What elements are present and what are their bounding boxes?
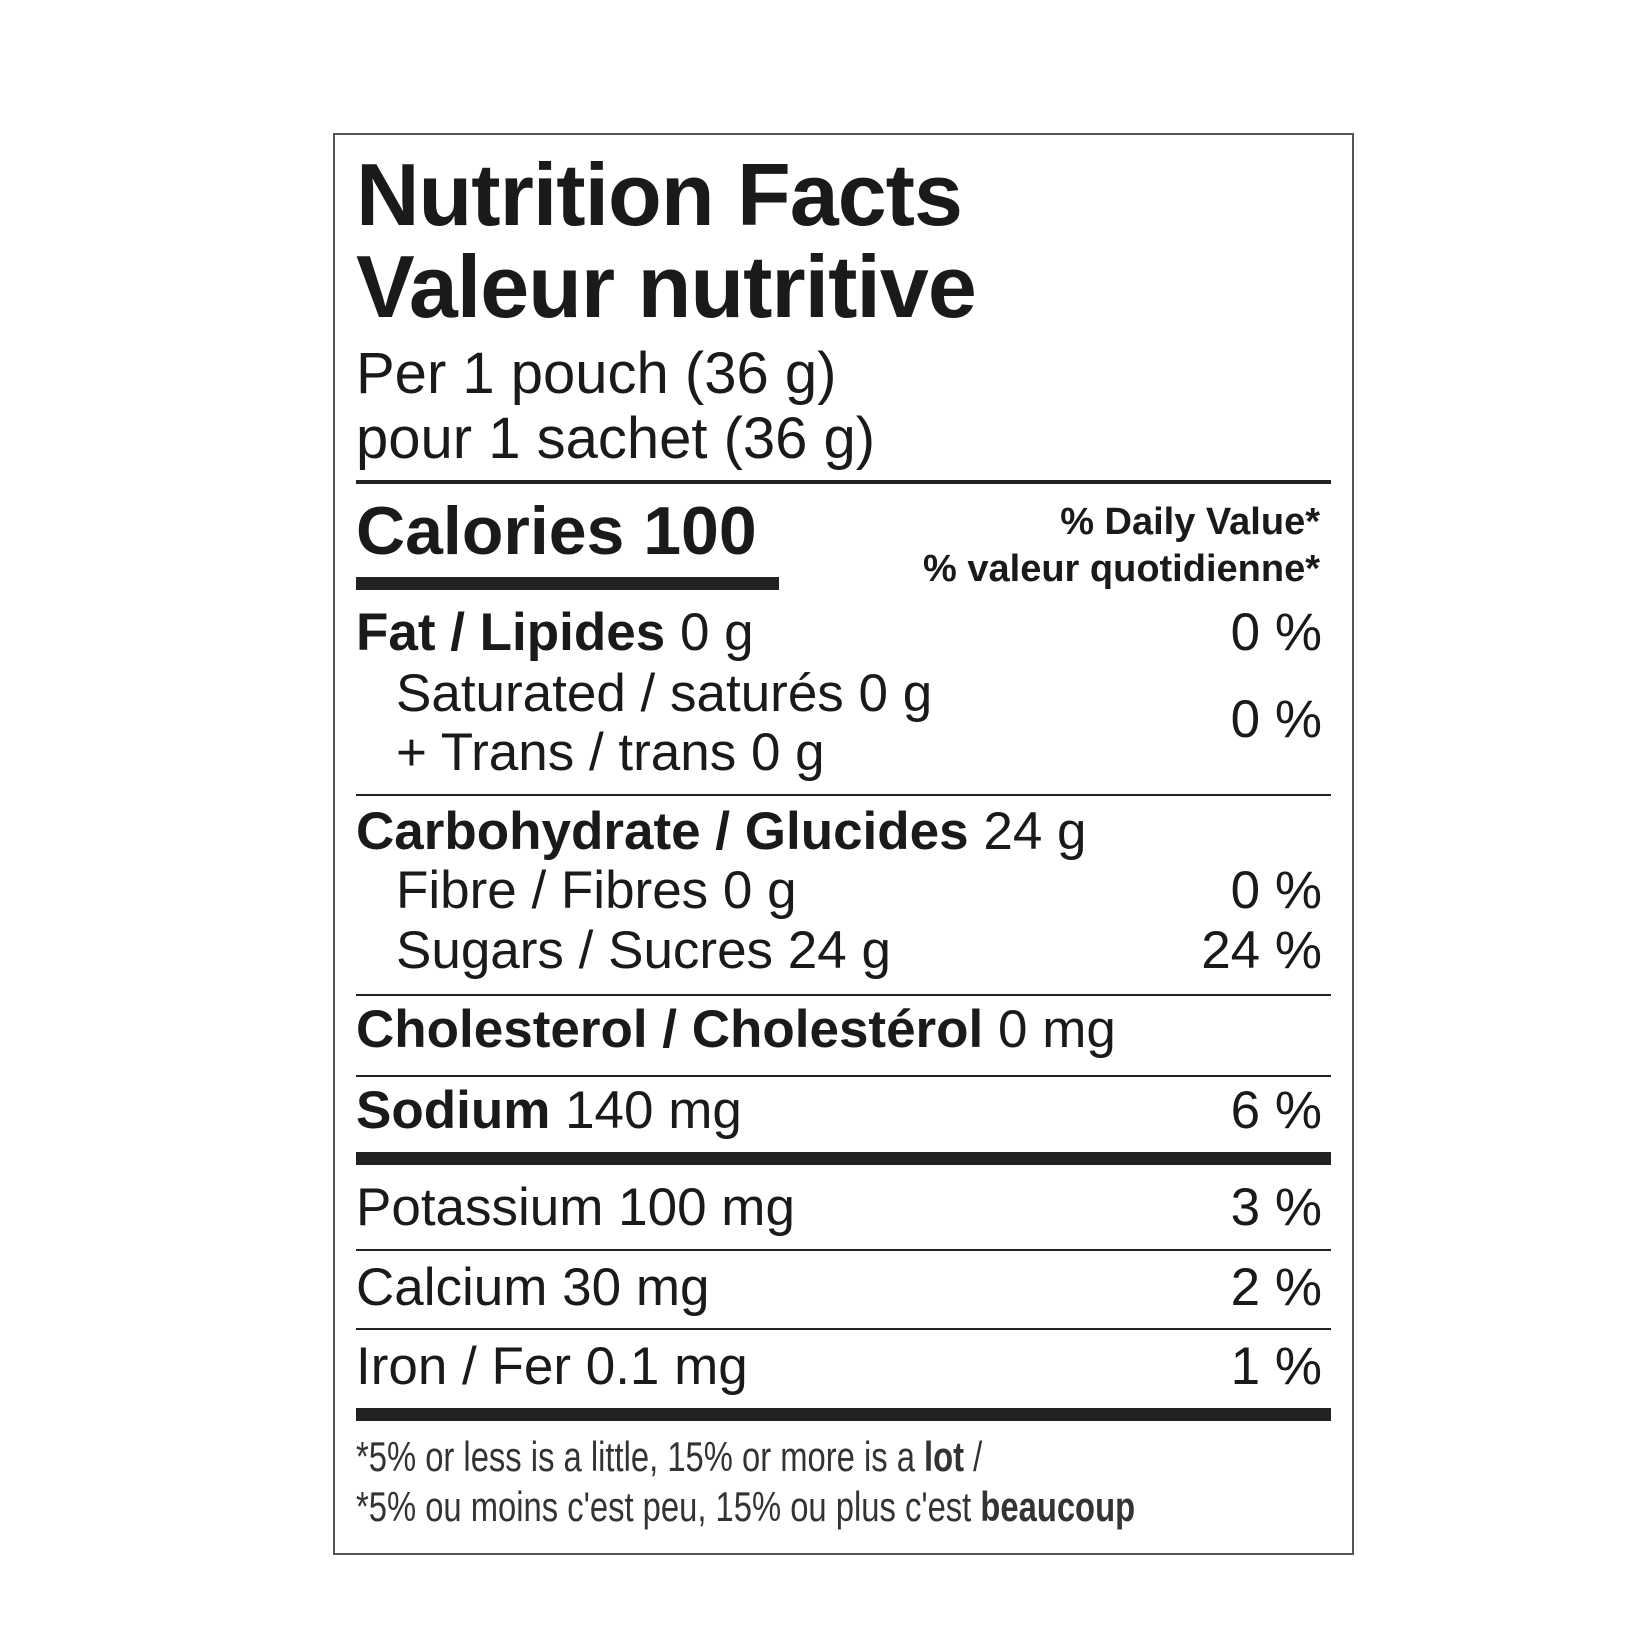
fat-dv: 0 % [1230,603,1322,662]
footnote-en-bold: lot [924,1433,965,1480]
divider [356,1328,1331,1330]
saturated-row: Saturated / saturés 0 g [396,664,933,723]
calories-bar [356,577,779,590]
calcium-dv: 2 % [1230,1258,1322,1317]
saturated-trans-dv: 0 % [1230,690,1322,749]
sodium-dv: 6 % [1230,1081,1322,1140]
sugars-row: Sugars / Sucres 24 g [396,921,891,980]
calories: Calories 100 [356,493,757,569]
sodium-label: Sodium [356,1081,551,1140]
divider [356,480,1331,484]
cholesterol-label: Cholesterol / Cholestérol [356,1000,984,1059]
title-fr: Valeur nutritive [356,237,977,336]
nutrition-facts-table [333,133,1354,1555]
fat-row: Fat / Lipides 0 g [356,606,754,659]
daily-value-header-en: % Daily Value* [1060,501,1320,543]
footnote-en-text: *5% or less is a little, 15% or more is … [356,1433,925,1480]
footnote-fr-bold: beaucoup [980,1483,1136,1530]
footnote-en: *5% or less is a little, 15% or more is … [356,1436,982,1478]
cholesterol-row: Cholesterol / Cholestérol 0 mg [356,1003,1116,1056]
fat-amount: 0 g [679,603,754,662]
footnote-fr: *5% ou moins c'est peu, 15% ou plus c'es… [356,1486,1135,1528]
sodium-amount: 140 mg [565,1081,742,1140]
carbohydrate-label: Carbohydrate / Glucides [356,802,969,861]
iron-row: Iron / Fer 0.1 mg [356,1337,748,1396]
footnote-en-suffix: / [964,1433,983,1480]
potassium-row: Potassium 100 mg [356,1178,795,1237]
footnote-fr-text: *5% ou moins c'est peu, 15% ou plus c'es… [356,1483,981,1530]
thick-divider [356,1408,1331,1421]
trans-row: + Trans / trans 0 g [396,723,825,782]
carbohydrate-row: Carbohydrate / Glucides 24 g [356,805,1087,858]
daily-value-header-fr: % valeur quotidienne* [923,548,1320,590]
carbohydrate-amount: 24 g [983,802,1087,861]
divider [356,1075,1331,1077]
fat-label: Fat / Lipides [356,603,666,662]
calcium-row: Calcium 30 mg [356,1258,710,1317]
sugars-dv: 24 % [1201,921,1322,980]
serving-size-en: Per 1 pouch (36 g) [356,341,837,406]
iron-dv: 1 % [1230,1337,1322,1396]
potassium-dv: 3 % [1230,1178,1322,1237]
divider [356,794,1331,796]
thick-divider [356,1152,1331,1165]
title-en: Nutrition Facts [356,145,963,244]
sodium-row: Sodium 140 mg [356,1084,742,1137]
serving-size-fr: pour 1 sachet (36 g) [356,406,876,471]
divider [356,1249,1331,1251]
cholesterol-amount: 0 mg [998,1000,1116,1059]
divider [356,994,1331,996]
fibre-row: Fibre / Fibres 0 g [396,861,797,920]
fibre-dv: 0 % [1230,861,1322,920]
